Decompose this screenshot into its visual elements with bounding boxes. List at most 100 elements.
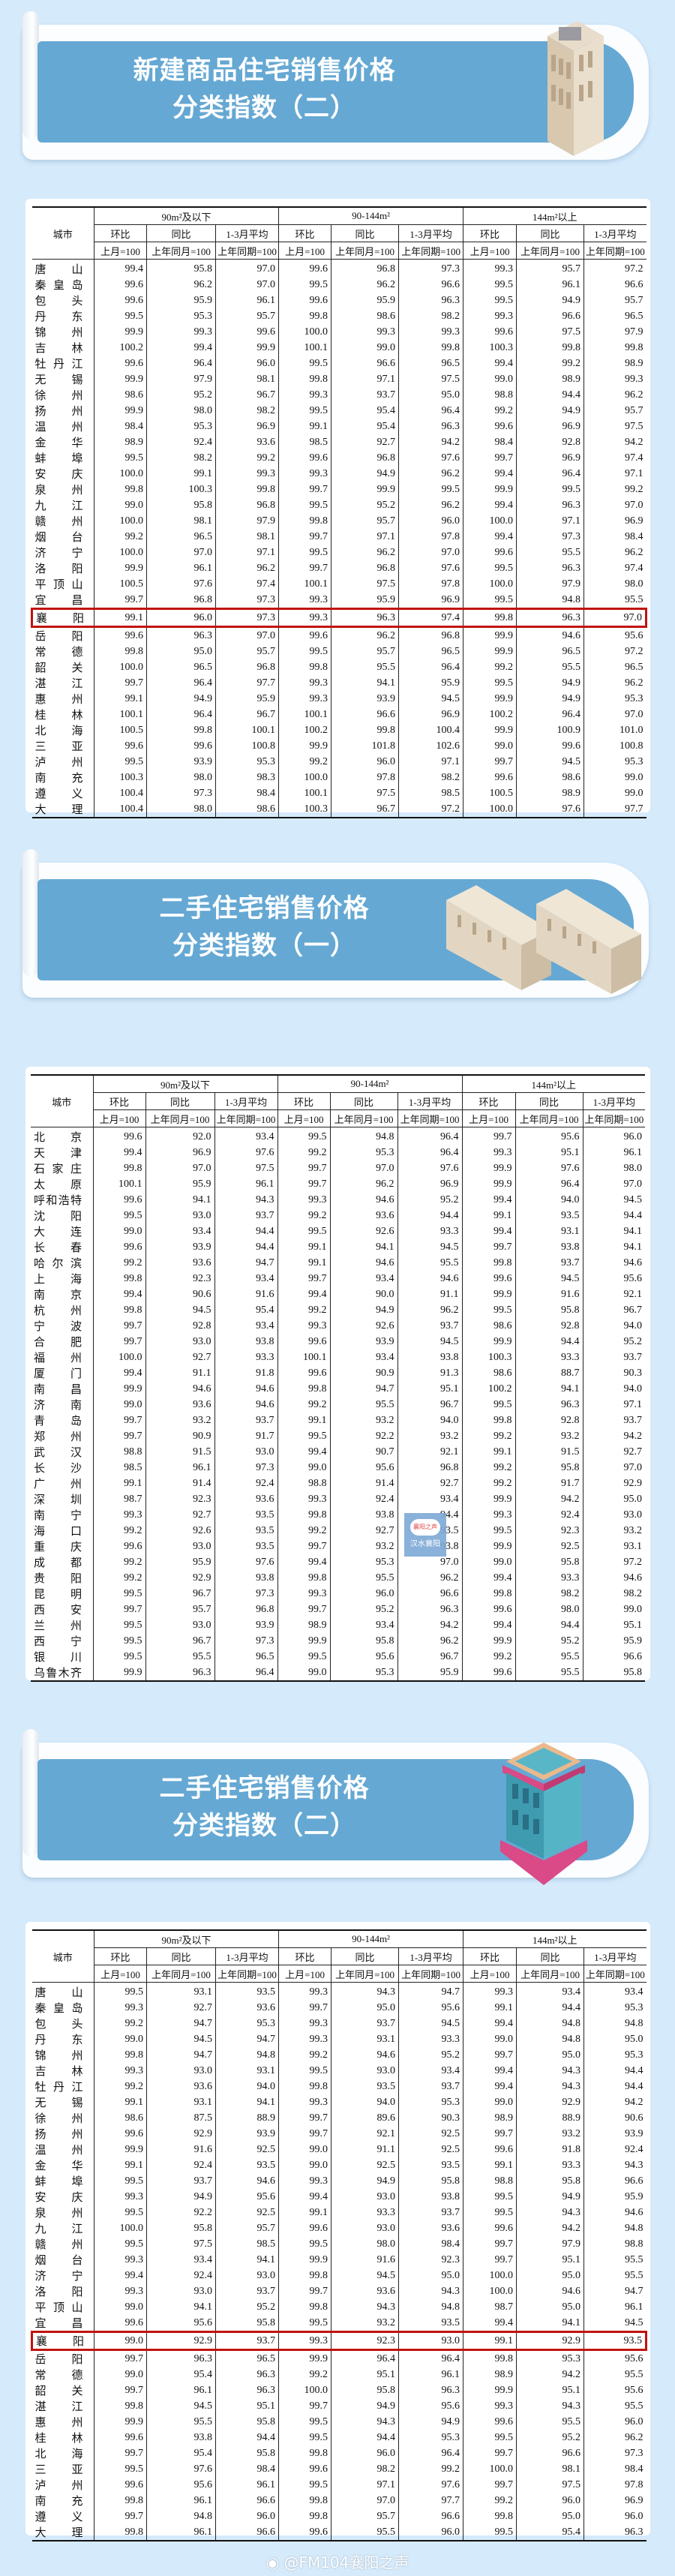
index-value: 96.3 <box>215 2382 280 2398</box>
index-value: 97.1 <box>398 754 464 770</box>
index-value: 100.0 <box>94 466 147 482</box>
index-value: 100.0 <box>94 659 147 675</box>
index-value: 91.6 <box>146 2142 216 2157</box>
index-value: 98.9 <box>625 357 644 369</box>
table-row: 赣州 99.5 97.5 98.5 99.5 98.0 98.4 99.7 97.9 98.8 <box>32 2236 646 2252</box>
index-value: 96.8 <box>398 626 464 644</box>
index-value: 97.7 <box>625 803 644 815</box>
index-value: 99.9 <box>463 691 518 707</box>
index-value: 97.2 <box>625 645 644 657</box>
index-value: 96.4 <box>516 466 585 482</box>
index-value: 99.3 <box>398 324 464 340</box>
city-cell: 厦门 <box>31 1365 94 1381</box>
index-value: 99.6 <box>463 545 518 560</box>
price-index-table-card: 城市 90m²及以下 90-144m² 144m²以上 环比 同比 1-3月平均 环比 同比 1-… <box>26 199 650 818</box>
table-row: 石家庄 99.8 97.0 97.5 99.7 97.0 97.6 99.9 97.6 98.0 <box>31 1160 645 1176</box>
index-value: 99.7 <box>94 2382 147 2398</box>
index-value: 92.7 <box>146 1350 215 1365</box>
index-value: 96.2 <box>398 1633 463 1649</box>
city-cell: 福州 <box>31 1350 94 1365</box>
index-value: 95.5 <box>146 1649 215 1665</box>
table-row: 济南 99.0 93.6 94.6 99.2 95.5 96.7 99.5 96.3 97.1 <box>31 1397 645 1413</box>
index-value: 96.0 <box>331 2445 400 2461</box>
table-row: 常德 99.8 95.0 95.7 99.5 95.7 96.5 99.9 96.5 97.2 <box>32 644 646 659</box>
city-cell: 济宁 <box>32 545 94 560</box>
index-value: 100.3 <box>94 770 147 785</box>
index-value: 93.2 <box>330 1413 398 1428</box>
index-value: 97.0 <box>623 1178 643 1190</box>
index-value: 91.8 <box>516 2142 585 2157</box>
index-value: 93.8 <box>398 1350 463 1365</box>
index-value: 95.5 <box>625 2368 644 2380</box>
city-cell: 成都 <box>31 1554 94 1570</box>
index-value: 95.8 <box>330 1633 398 1649</box>
city-cell: 天津 <box>31 1145 94 1160</box>
index-value: 96.9 <box>625 2494 644 2506</box>
city-name: 大理 <box>34 802 83 816</box>
index-value: 90.7 <box>330 1444 398 1460</box>
index-value: 94.8 <box>516 2016 585 2031</box>
city-name: 南宁 <box>34 1508 82 1522</box>
city-name: 徐州 <box>34 388 83 402</box>
index-value: 95.9 <box>215 691 280 707</box>
index-value: 99.8 <box>94 2047 147 2063</box>
index-value: 96.5 <box>398 356 464 371</box>
city-cell: 丹东 <box>32 2031 94 2047</box>
city-name: 岳阳 <box>34 2352 83 2366</box>
city-cell: 韶关 <box>32 2382 94 2398</box>
header-metric: 同比 <box>331 224 400 242</box>
index-value: 99.3 <box>278 691 332 707</box>
index-value: 95.5 <box>330 1397 398 1413</box>
table-row: 贵阳 99.2 92.9 93.8 99.8 95.5 96.2 99.4 93.3 94.6 <box>31 1570 645 1586</box>
index-value: 93.5 <box>331 2079 400 2094</box>
index-value: 92.7 <box>146 1507 215 1523</box>
index-value: 99.5 <box>278 644 332 659</box>
index-value: 101.8 <box>331 738 400 754</box>
index-value: 92.3 <box>331 2331 400 2351</box>
index-value: 98.2 <box>215 403 280 419</box>
index-value: 93.1 <box>215 2063 280 2079</box>
header-metric: 1-3月平均 <box>398 1947 464 1965</box>
index-value: 99.5 <box>94 2461 147 2477</box>
table-row: 长沙 98.5 96.1 97.3 99.0 95.6 96.8 99.2 95.8 97.0 <box>31 1460 645 1476</box>
index-value: 100.2 <box>278 722 332 738</box>
city-cell: 北京 <box>31 1127 94 1145</box>
index-value: 94.9 <box>331 2398 400 2414</box>
title-line-2: 分类指数（二） <box>172 1811 356 1841</box>
city-cell: 桂林 <box>32 2430 94 2445</box>
index-value: 96.2 <box>331 545 400 560</box>
index-value: 95.3 <box>330 1665 398 1681</box>
city-name: 上海 <box>34 1271 82 1286</box>
index-value: 92.5 <box>331 2157 400 2173</box>
index-value: 93.6 <box>398 2220 464 2236</box>
index-value: 99.7 <box>278 1539 331 1554</box>
index-value: 95.6 <box>146 2315 216 2332</box>
index-value: 99.6 <box>94 356 147 371</box>
index-value: 93.3 <box>398 1223 463 1239</box>
index-value: 97.8 <box>398 529 464 545</box>
index-value: 97.5 <box>516 324 585 340</box>
index-value: 99.3 <box>463 259 518 277</box>
city-name: 湛江 <box>34 2399 83 2413</box>
index-value: 100.3 <box>463 340 518 356</box>
index-value: 98.5 <box>278 434 332 450</box>
index-value: 95.5 <box>515 1665 584 1681</box>
index-value: 93.0 <box>331 2063 400 2079</box>
index-value: 95.5 <box>625 2400 644 2412</box>
index-value: 99.3 <box>278 2031 332 2047</box>
index-value: 91.4 <box>330 1476 398 1491</box>
index-value: 96.1 <box>215 293 280 308</box>
index-value: 96.9 <box>516 450 585 466</box>
index-value: 100.3 <box>146 482 216 497</box>
index-value: 94.4 <box>516 387 585 403</box>
index-value: 98.2 <box>146 450 216 466</box>
index-value: 99.5 <box>278 2315 332 2332</box>
index-value: 98.9 <box>278 1617 331 1633</box>
index-value: 95.9 <box>331 592 400 609</box>
header-size-group: 90-144m² <box>278 1075 463 1093</box>
index-value: 99.4 <box>463 2315 518 2332</box>
table-row: 泸州 99.5 93.9 95.3 99.2 96.0 97.1 99.7 94.5 95.3 <box>32 754 646 770</box>
index-value: 96.3 <box>331 608 400 628</box>
index-value: 99.3 <box>93 1507 146 1523</box>
index-value: 98.8 <box>93 1444 146 1460</box>
